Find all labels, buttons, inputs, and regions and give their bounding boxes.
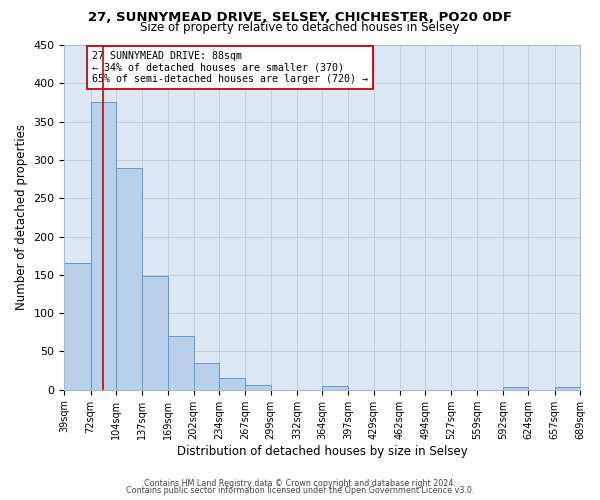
Bar bbox=[167, 336, 194, 390]
Text: Contains public sector information licensed under the Open Government Licence v3: Contains public sector information licen… bbox=[126, 486, 474, 495]
Bar bbox=[142, 276, 167, 390]
Y-axis label: Number of detached properties: Number of detached properties bbox=[15, 124, 28, 310]
Bar bbox=[116, 168, 142, 390]
Text: Size of property relative to detached houses in Selsey: Size of property relative to detached ho… bbox=[140, 22, 460, 35]
Bar bbox=[219, 378, 245, 390]
X-axis label: Distribution of detached houses by size in Selsey: Distribution of detached houses by size … bbox=[177, 444, 467, 458]
Text: Contains HM Land Registry data © Crown copyright and database right 2024.: Contains HM Land Registry data © Crown c… bbox=[144, 478, 456, 488]
Bar bbox=[91, 102, 116, 390]
Text: 27 SUNNYMEAD DRIVE: 88sqm
← 34% of detached houses are smaller (370)
65% of semi: 27 SUNNYMEAD DRIVE: 88sqm ← 34% of detac… bbox=[92, 51, 368, 84]
Bar bbox=[245, 385, 271, 390]
Bar bbox=[322, 386, 349, 390]
Bar bbox=[554, 386, 580, 390]
Bar bbox=[64, 264, 91, 390]
Bar bbox=[503, 386, 529, 390]
Bar bbox=[194, 363, 219, 390]
Text: 27, SUNNYMEAD DRIVE, SELSEY, CHICHESTER, PO20 0DF: 27, SUNNYMEAD DRIVE, SELSEY, CHICHESTER,… bbox=[88, 11, 512, 24]
